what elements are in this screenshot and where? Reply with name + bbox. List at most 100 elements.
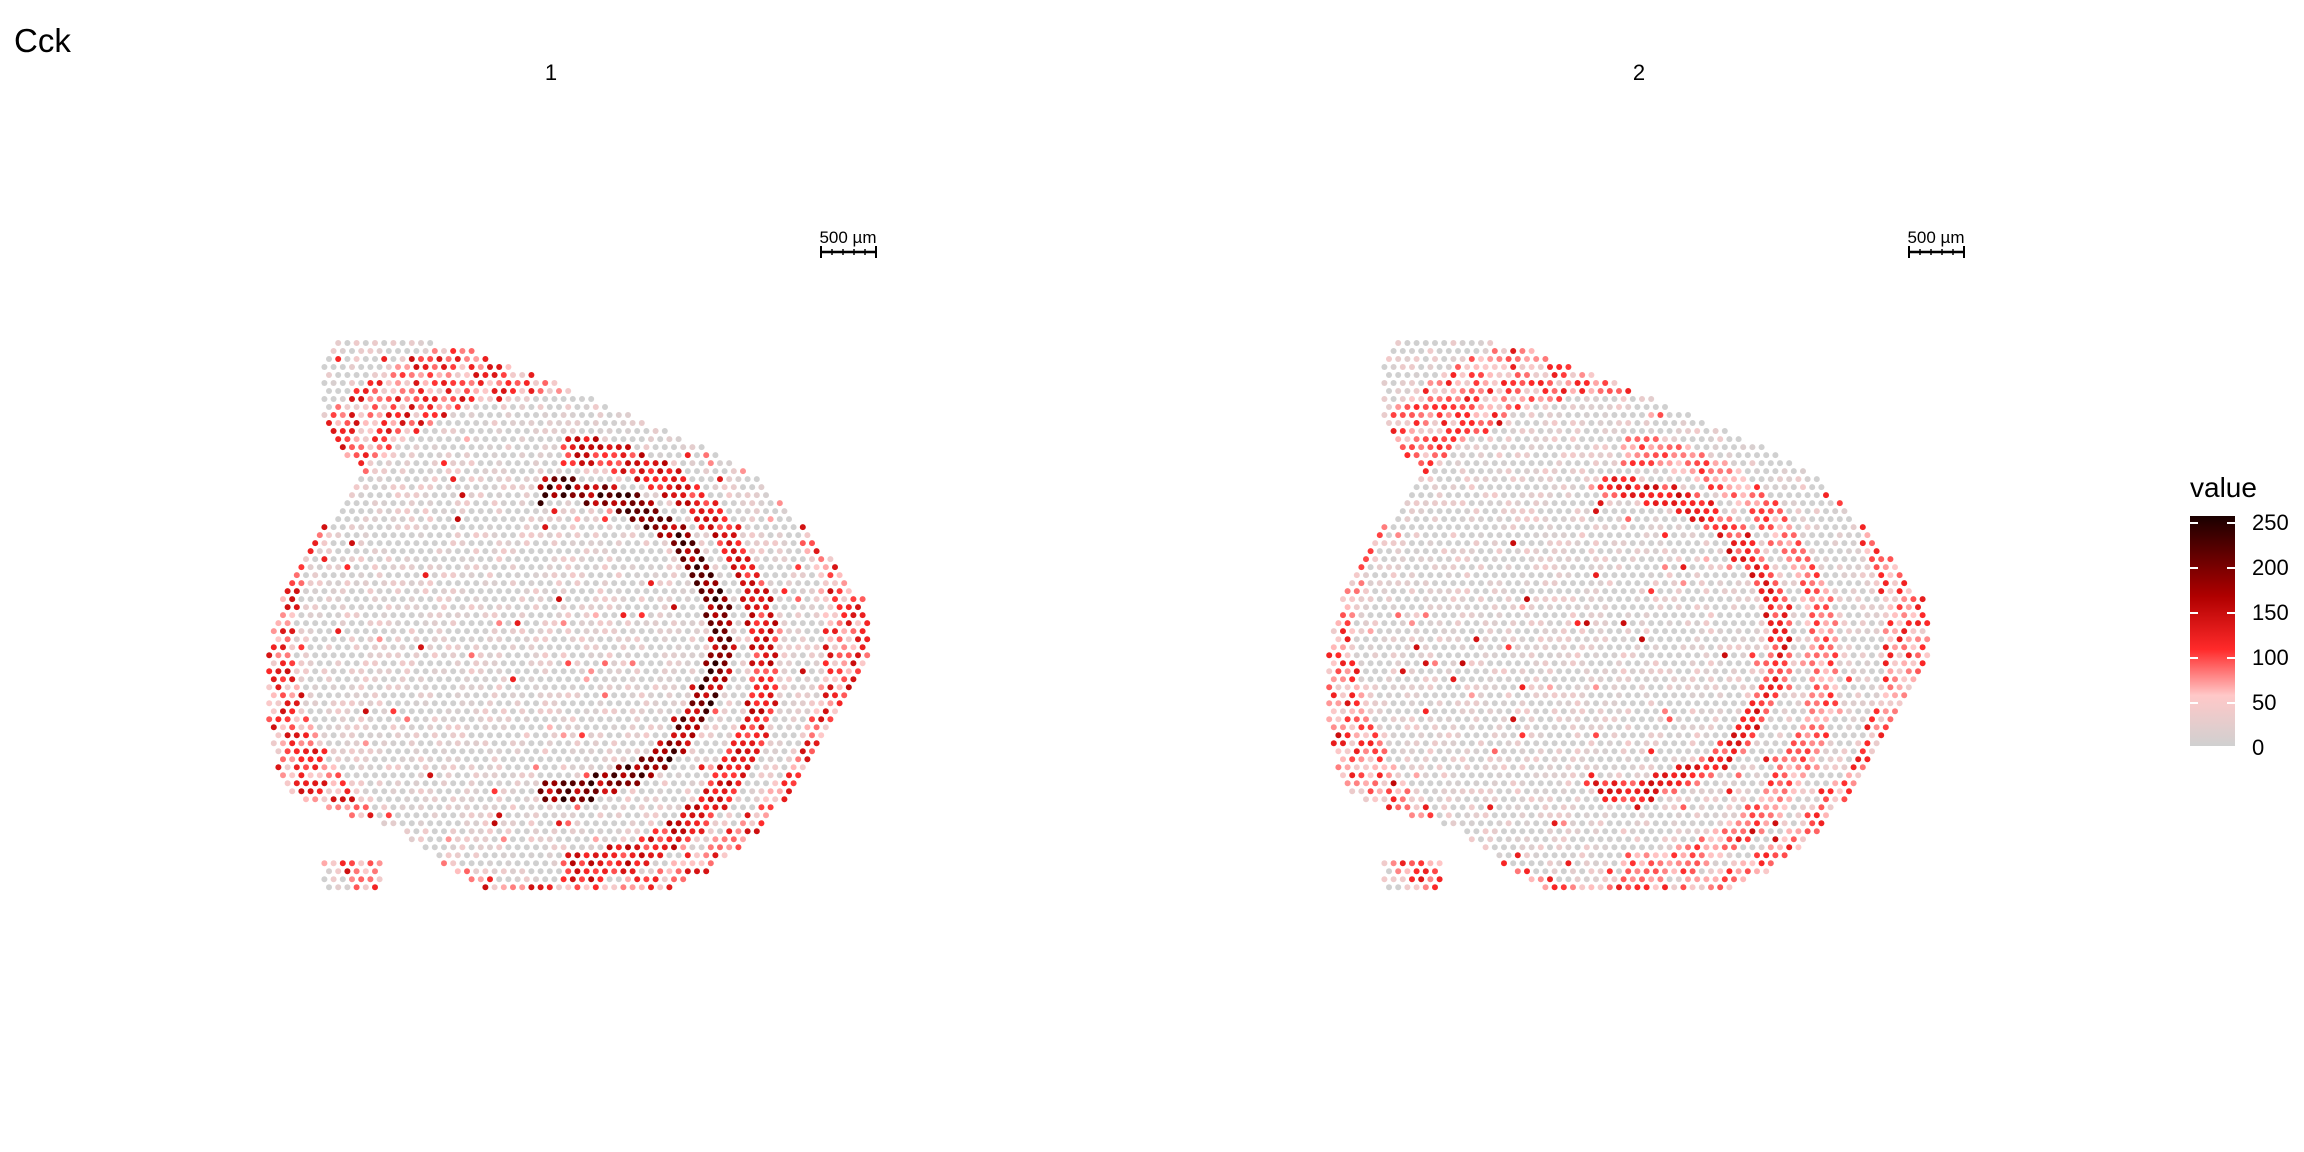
spot <box>390 404 397 410</box>
spot <box>1855 580 1862 587</box>
spot <box>1436 540 1443 547</box>
spot <box>583 516 590 523</box>
spot <box>1712 620 1719 627</box>
spot <box>602 500 608 507</box>
spot <box>730 820 737 827</box>
spot <box>772 652 779 659</box>
spot <box>583 852 590 859</box>
spot <box>799 684 806 691</box>
spot <box>565 596 572 603</box>
spot <box>1855 564 1862 571</box>
spot <box>1441 612 1448 619</box>
spot <box>1620 412 1627 418</box>
spot <box>1372 604 1379 611</box>
spot <box>1873 628 1880 635</box>
spot <box>1639 604 1645 611</box>
spot <box>579 876 585 883</box>
spot <box>1413 516 1420 523</box>
spot <box>795 692 802 699</box>
spot <box>758 676 765 683</box>
spot <box>652 620 659 627</box>
spot <box>413 828 420 835</box>
spot <box>1349 580 1356 587</box>
spot <box>671 684 677 691</box>
spot <box>445 676 452 683</box>
spot <box>1864 532 1871 539</box>
spot <box>454 628 461 635</box>
spot <box>657 740 664 747</box>
spot <box>542 412 549 418</box>
spot <box>620 884 627 891</box>
spot <box>1813 620 1820 627</box>
spot <box>1643 580 1650 587</box>
spot <box>500 388 507 394</box>
spot <box>579 828 585 835</box>
spot <box>372 628 378 635</box>
spot <box>436 388 443 394</box>
spot <box>1501 636 1507 643</box>
spot <box>675 516 682 523</box>
spot <box>1652 404 1659 410</box>
spot <box>1680 628 1687 635</box>
spot <box>680 540 687 547</box>
spot <box>569 492 576 499</box>
spot <box>772 620 779 627</box>
spot <box>1588 436 1595 443</box>
spot <box>523 620 530 627</box>
spot <box>468 828 475 835</box>
spot <box>1652 612 1659 619</box>
spot <box>850 660 857 667</box>
spot <box>533 524 539 531</box>
spot <box>523 412 530 418</box>
spot <box>1675 620 1682 627</box>
spot <box>464 468 470 475</box>
spot <box>1519 348 1526 354</box>
spot <box>275 700 282 707</box>
spot <box>730 788 737 795</box>
spot <box>312 604 319 611</box>
spot <box>666 644 673 651</box>
spot <box>1445 412 1452 418</box>
spot <box>1726 468 1733 475</box>
spot <box>496 524 503 531</box>
spot <box>1611 588 1618 595</box>
spot <box>450 492 457 499</box>
spot <box>496 796 503 803</box>
spot <box>307 564 314 571</box>
spot <box>537 820 544 827</box>
spot <box>652 748 659 755</box>
spot <box>1473 444 1480 451</box>
spot <box>1869 620 1875 627</box>
spot <box>698 620 705 627</box>
spot <box>574 740 581 747</box>
spot <box>1510 412 1517 418</box>
spot <box>776 708 783 715</box>
spot <box>468 492 475 499</box>
spot <box>487 428 493 434</box>
spot <box>431 460 438 467</box>
spot <box>436 852 443 859</box>
spot <box>1441 468 1448 475</box>
spot <box>344 580 351 587</box>
spot <box>1708 596 1714 603</box>
spot <box>1662 436 1668 443</box>
spot <box>689 668 696 675</box>
spot <box>556 580 562 587</box>
spot <box>735 828 742 835</box>
spot <box>321 636 328 643</box>
spot <box>326 772 332 779</box>
spot <box>316 788 323 795</box>
spot <box>767 804 774 811</box>
spot <box>1381 636 1388 643</box>
spot <box>546 836 553 843</box>
spot <box>353 740 360 747</box>
spot <box>1818 500 1825 507</box>
spot <box>408 548 415 555</box>
spot <box>335 804 342 811</box>
spot <box>418 724 424 731</box>
spot <box>671 860 677 867</box>
spot <box>1721 524 1728 531</box>
spot <box>1450 532 1457 539</box>
spot <box>349 428 355 434</box>
spot <box>707 636 714 643</box>
